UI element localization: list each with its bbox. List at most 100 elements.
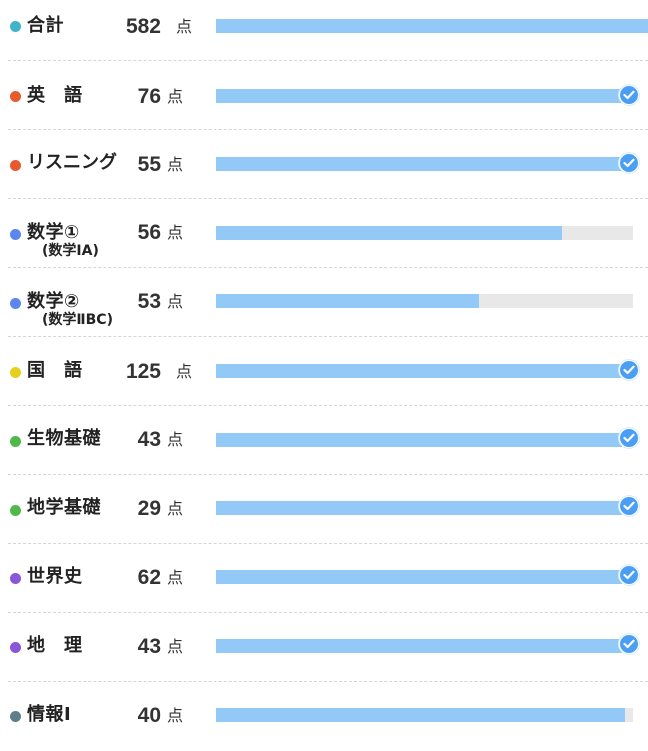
checkmark-icon bbox=[623, 433, 635, 443]
score-value: 62 bbox=[137, 566, 161, 589]
score-value: 55 bbox=[137, 153, 161, 176]
category-dot-icon bbox=[10, 160, 21, 171]
subject-label: 数学① bbox=[27, 222, 80, 243]
score-row-listening: リスニング 55 点 bbox=[0, 130, 648, 199]
score-progress-fill bbox=[216, 639, 622, 653]
score-value: 76 bbox=[137, 85, 161, 108]
subject-label: 数学② bbox=[27, 291, 80, 312]
completed-check-icon bbox=[619, 496, 639, 516]
score-unit: 点 bbox=[167, 430, 184, 449]
category-dot-icon bbox=[10, 298, 21, 309]
row-divider bbox=[8, 60, 648, 61]
score-progress-fill bbox=[216, 89, 622, 103]
score-progress-bar bbox=[216, 708, 633, 722]
row-divider bbox=[8, 336, 648, 337]
subject-label: 世界史 bbox=[27, 566, 83, 587]
subject-label: 国 語 bbox=[27, 360, 83, 381]
score-unit: 点 bbox=[167, 155, 184, 174]
score-value: 43 bbox=[137, 428, 161, 451]
score-unit: 点 bbox=[167, 499, 184, 518]
subject-label: 情報Ⅰ bbox=[27, 704, 72, 725]
score-row-earth-science: 地学基礎 29 点 bbox=[0, 475, 648, 544]
score-unit: 点 bbox=[167, 223, 184, 242]
checkmark-icon bbox=[623, 501, 635, 511]
score-row-japanese: 国 語 125 点 bbox=[0, 337, 648, 406]
row-divider bbox=[8, 612, 648, 613]
score-progress-bar bbox=[216, 19, 648, 33]
score-value: 40 bbox=[137, 704, 161, 727]
score-progress-fill bbox=[216, 157, 622, 171]
score-unit: 点 bbox=[176, 17, 193, 36]
subject-label: 英 語 bbox=[27, 85, 83, 106]
row-divider bbox=[8, 267, 648, 268]
category-dot-icon bbox=[10, 21, 21, 32]
score-progress-bar bbox=[216, 157, 622, 171]
score-progress-fill bbox=[216, 570, 622, 584]
score-progress-bar bbox=[216, 89, 622, 103]
category-dot-icon bbox=[10, 642, 21, 653]
completed-check-icon bbox=[619, 565, 639, 585]
score-progress-bar bbox=[216, 433, 622, 447]
row-divider bbox=[8, 681, 648, 682]
checkmark-icon bbox=[623, 365, 635, 375]
score-progress-fill bbox=[216, 364, 622, 378]
checkmark-icon bbox=[623, 90, 635, 100]
completed-check-icon bbox=[619, 428, 639, 448]
row-divider bbox=[8, 543, 648, 544]
category-dot-icon bbox=[10, 436, 21, 447]
score-value: 582 bbox=[125, 15, 161, 38]
subject-sublabel: (数学ⅡBC) bbox=[42, 312, 113, 328]
category-dot-icon bbox=[10, 573, 21, 584]
score-progress-fill bbox=[216, 433, 622, 447]
score-row-geography: 地 理 43 点 bbox=[0, 613, 648, 682]
completed-check-icon bbox=[619, 153, 639, 173]
score-progress-fill bbox=[216, 226, 563, 240]
category-dot-icon bbox=[10, 229, 21, 240]
completed-check-icon bbox=[619, 634, 639, 654]
score-unit: 点 bbox=[167, 292, 184, 311]
row-divider bbox=[8, 198, 648, 199]
subject-label: リスニング bbox=[27, 152, 117, 173]
score-unit: 点 bbox=[167, 87, 184, 106]
completed-check-icon bbox=[619, 360, 639, 380]
checkmark-icon bbox=[623, 158, 635, 168]
score-value: 29 bbox=[137, 497, 161, 520]
score-progress-fill bbox=[216, 501, 622, 515]
score-progress-bar bbox=[216, 501, 622, 515]
subject-label: 地学基礎 bbox=[27, 497, 101, 518]
score-value: 56 bbox=[137, 221, 161, 244]
subject-label: 合計 bbox=[27, 15, 64, 36]
score-row-information: 情報Ⅰ 40 点 bbox=[0, 682, 648, 751]
score-progress-fill bbox=[216, 708, 625, 722]
subject-label: 生物基礎 bbox=[27, 428, 101, 449]
subject-sublabel: (数学ⅠA) bbox=[42, 243, 99, 259]
score-row-world-history: 世界史 62 点 bbox=[0, 544, 648, 613]
score-progress-bar bbox=[216, 226, 633, 240]
category-dot-icon bbox=[10, 711, 21, 722]
score-progress-bar bbox=[216, 364, 622, 378]
score-progress-bar bbox=[216, 639, 622, 653]
score-row-math-1: 数学① (数学ⅠA) 56 点 bbox=[0, 199, 648, 268]
score-progress-fill bbox=[216, 294, 479, 308]
score-progress-bar bbox=[216, 570, 622, 584]
category-dot-icon bbox=[10, 91, 21, 102]
score-row-biology: 生物基礎 43 点 bbox=[0, 406, 648, 475]
score-unit: 点 bbox=[176, 362, 193, 381]
category-dot-icon bbox=[10, 367, 21, 378]
score-value: 125 bbox=[125, 360, 161, 383]
subject-label: 地 理 bbox=[27, 635, 83, 656]
category-dot-icon bbox=[10, 505, 21, 516]
score-row-math-2: 数学② (数学ⅡBC) 53 点 bbox=[0, 268, 648, 337]
score-unit: 点 bbox=[167, 706, 184, 725]
score-row-english: 英 語 76 点 bbox=[0, 61, 648, 130]
score-unit: 点 bbox=[167, 637, 184, 656]
completed-check-icon bbox=[619, 85, 639, 105]
score-progress-bar bbox=[216, 294, 633, 308]
score-value: 43 bbox=[137, 635, 161, 658]
score-row-total: 合計 582 点 bbox=[0, 0, 648, 61]
score-unit: 点 bbox=[167, 568, 184, 587]
checkmark-icon bbox=[623, 639, 635, 649]
row-divider bbox=[8, 474, 648, 475]
score-progress-fill bbox=[216, 19, 648, 33]
